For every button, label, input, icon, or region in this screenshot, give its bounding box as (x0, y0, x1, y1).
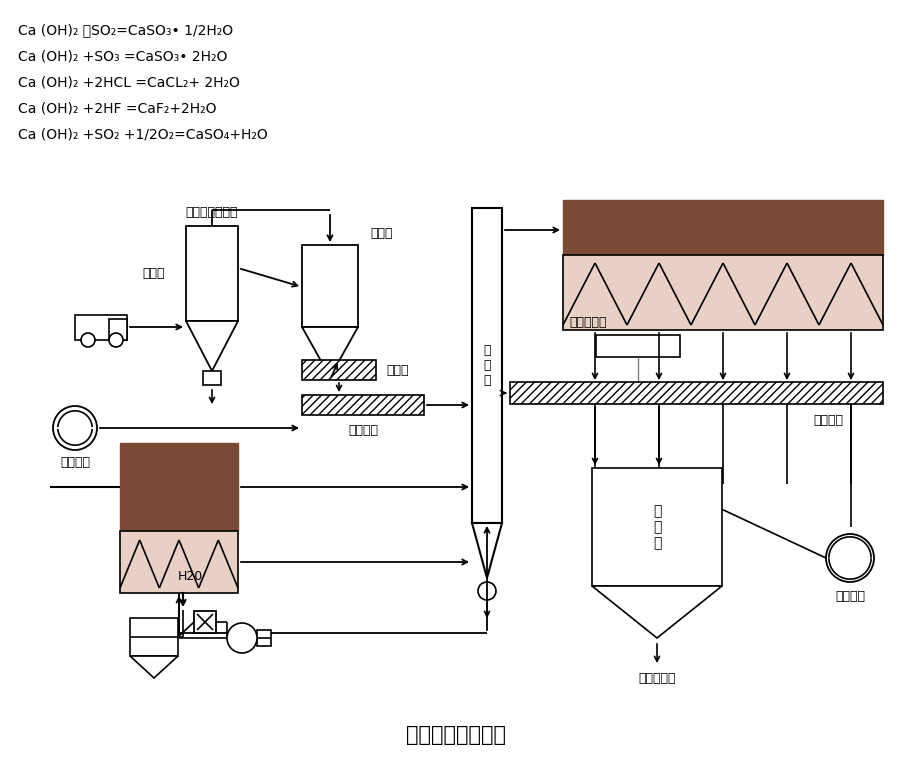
Circle shape (53, 406, 97, 450)
Text: 消石灰: 消石灰 (143, 267, 165, 280)
Bar (75, 315, 127, 340)
Polygon shape (302, 327, 358, 377)
Bar (186, 226, 238, 321)
Bar (509, 382, 882, 404)
Bar (120, 531, 238, 593)
Text: Ca (OH)₂ +2HCL =CaCL₂+ 2H₂O: Ca (OH)₂ +2HCL =CaCL₂+ 2H₂O (18, 75, 240, 89)
Text: 消石灰贮仓斜槽: 消石灰贮仓斜槽 (186, 206, 238, 219)
Polygon shape (591, 586, 722, 638)
Bar (120, 443, 238, 531)
Text: 皮带秤: 皮带秤 (386, 363, 409, 376)
Bar (472, 208, 501, 523)
Text: 空气斜槽: 空气斜槽 (812, 414, 842, 427)
Bar (257, 630, 271, 646)
Circle shape (477, 582, 496, 600)
Bar (109, 319, 127, 340)
Bar (194, 611, 216, 633)
Circle shape (109, 333, 123, 347)
Bar (130, 618, 178, 656)
Text: Ca (OH)₂ +SO₂ +1/2O₂=CaSO₄+H₂O: Ca (OH)₂ +SO₂ +1/2O₂=CaSO₄+H₂O (18, 127, 268, 141)
Text: 去除灰系统: 去除灰系统 (638, 672, 675, 685)
Circle shape (81, 333, 95, 347)
Polygon shape (130, 656, 178, 678)
Text: H20: H20 (178, 569, 203, 582)
Bar (302, 360, 375, 380)
Text: 半干法脱硫工艺图: 半干法脱硫工艺图 (405, 725, 506, 745)
Text: 中间仓: 中间仓 (371, 226, 393, 239)
Text: 空气斜槽: 空气斜槽 (348, 425, 377, 438)
Polygon shape (472, 523, 501, 578)
Bar (562, 255, 882, 330)
Text: Ca (OH)₂ ＋SO₂=CaSO₃• 1/2H₂O: Ca (OH)₂ ＋SO₂=CaSO₃• 1/2H₂O (18, 23, 233, 37)
Circle shape (825, 534, 873, 582)
Circle shape (227, 623, 257, 653)
Text: 斜槽风机: 斜槽风机 (834, 590, 864, 603)
Polygon shape (186, 321, 238, 371)
Text: Ca (OH)₂ +2HF =CaF₂+2H₂O: Ca (OH)₂ +2HF =CaF₂+2H₂O (18, 101, 216, 115)
Text: 物料分配阀: 物料分配阀 (568, 317, 606, 330)
Bar (302, 245, 358, 327)
Bar (203, 371, 220, 385)
Text: 灰
渣
仓: 灰 渣 仓 (652, 504, 660, 550)
Text: 罗茨风机: 罗茨风机 (60, 455, 90, 468)
Bar (591, 468, 722, 586)
Text: 脱
硫
塔: 脱 硫 塔 (483, 344, 490, 387)
Bar (596, 335, 680, 357)
Bar (302, 395, 424, 415)
Bar (562, 200, 882, 255)
Text: Ca (OH)₂ +SO₃ =CaSO₃• 2H₂O: Ca (OH)₂ +SO₃ =CaSO₃• 2H₂O (18, 49, 227, 63)
